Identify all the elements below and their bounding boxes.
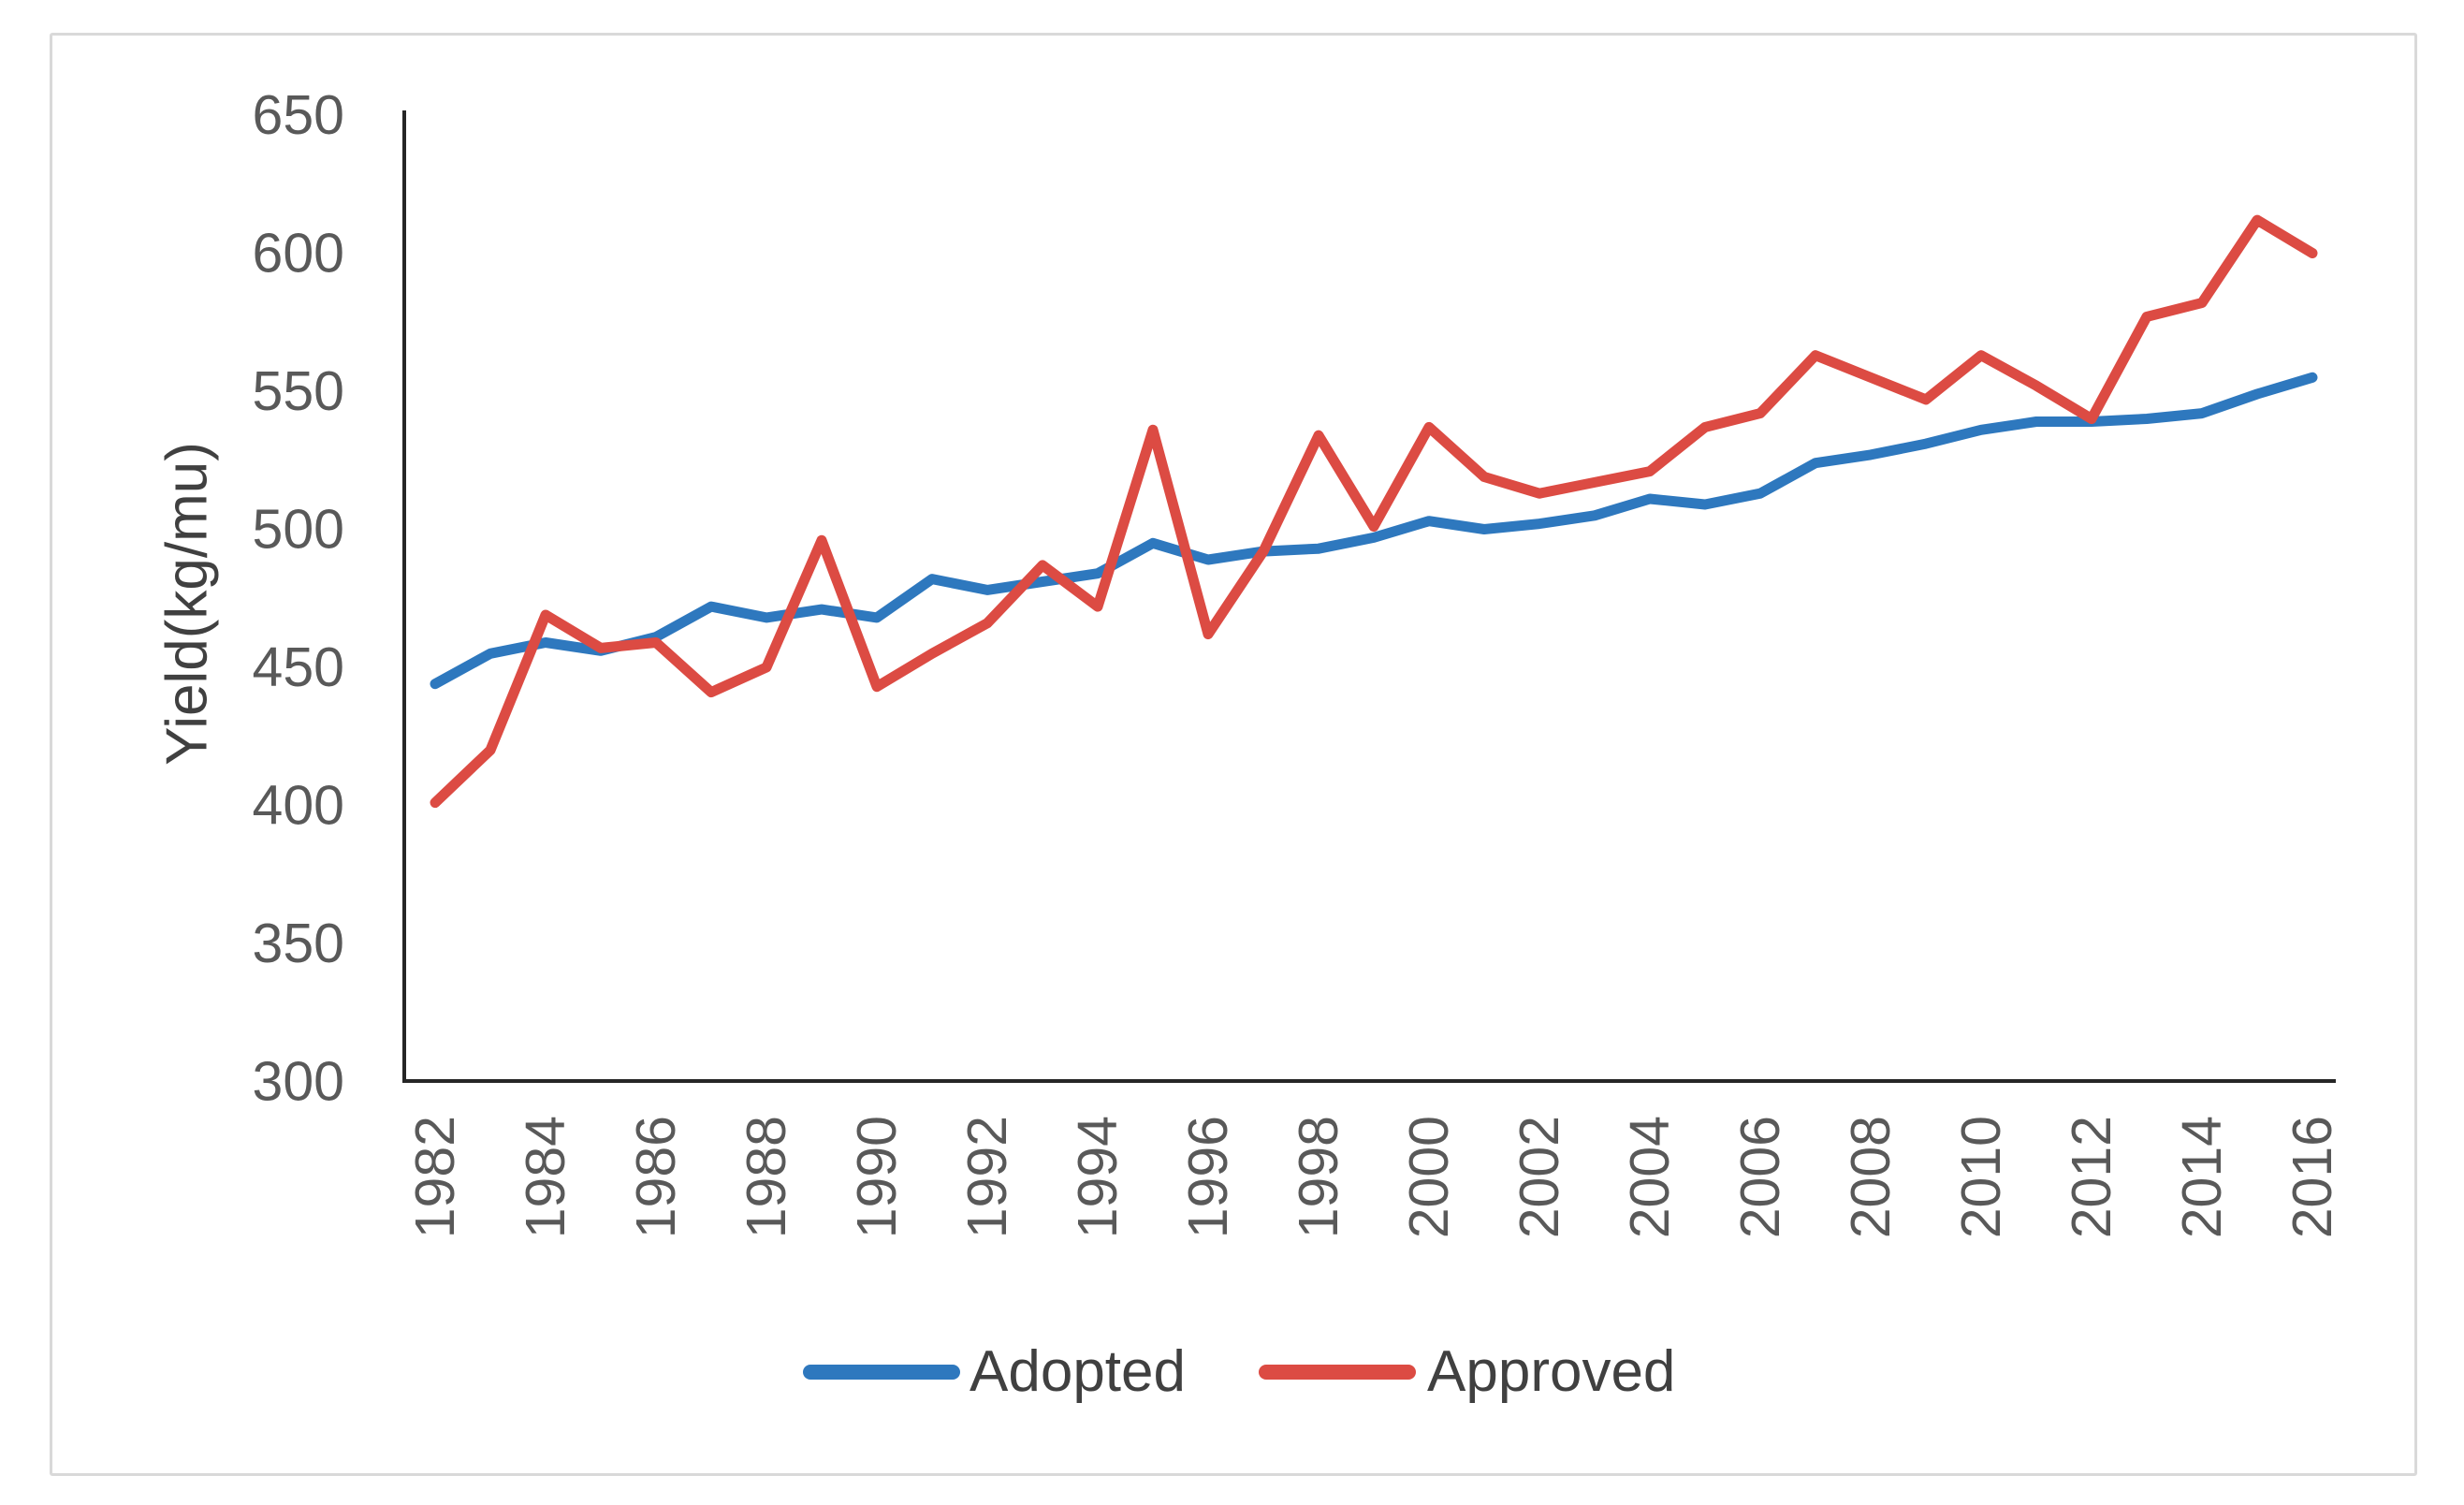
- legend-swatch-adopted: [803, 1365, 960, 1380]
- x-tick-label: 2008: [1840, 1116, 1902, 1238]
- x-tick-label: 2014: [2171, 1116, 2233, 1238]
- y-tick-label: 450: [253, 636, 344, 698]
- x-tick-label: 1998: [1288, 1116, 1349, 1238]
- x-tick-label: 1994: [1067, 1116, 1129, 1238]
- legend-label-approved: Approved: [1427, 1339, 1676, 1404]
- x-tick-label: 2012: [2061, 1116, 2122, 1238]
- series-line-adopted: [430, 372, 2318, 690]
- x-tick-label: 1992: [956, 1116, 1018, 1238]
- y-tick-label: 400: [253, 775, 344, 837]
- y-tick-labels: 650 600 550 500 450 400 350 300: [253, 84, 344, 1113]
- x-tick-label: 1986: [625, 1116, 687, 1238]
- x-tick-label: 1990: [846, 1116, 908, 1238]
- legend: Adopted Approved: [803, 1339, 1676, 1404]
- x-tick-label: 2010: [1950, 1116, 2012, 1238]
- x-tick-label: 1996: [1177, 1116, 1239, 1238]
- legend-label-adopted: Adopted: [970, 1339, 1186, 1404]
- legend-swatch-approved: [1259, 1365, 1416, 1380]
- y-tick-label: 550: [253, 360, 344, 422]
- axes-group: [402, 110, 2336, 1083]
- x-tick-label: 2004: [1619, 1116, 1681, 1238]
- x-tick-label: 1984: [515, 1116, 576, 1238]
- x-tick-label: 1988: [736, 1116, 797, 1238]
- chart-border-frame: [50, 33, 2417, 1476]
- y-tick-label: 300: [253, 1051, 344, 1113]
- data-series-lines: [430, 214, 2318, 809]
- x-tick-label: 2006: [1729, 1116, 1791, 1238]
- x-tick-label: 1982: [404, 1116, 466, 1238]
- y-tick-label: 350: [253, 913, 344, 974]
- y-axis-title: Yield(kg/mu): [155, 442, 220, 766]
- y-tick-label: 600: [253, 223, 344, 285]
- x-tick-label: 2016: [2282, 1116, 2343, 1238]
- y-tick-label: 500: [253, 499, 344, 561]
- series-line-approved: [430, 214, 2318, 809]
- y-tick-label: 650: [253, 84, 344, 146]
- x-tick-label: 2000: [1398, 1116, 1460, 1238]
- x-tick-label: 2002: [1509, 1116, 1570, 1238]
- x-tick-labels: 1982 1984 1986 1988 1990 1992 1994 1996 1998 2000…: [404, 1116, 2343, 1238]
